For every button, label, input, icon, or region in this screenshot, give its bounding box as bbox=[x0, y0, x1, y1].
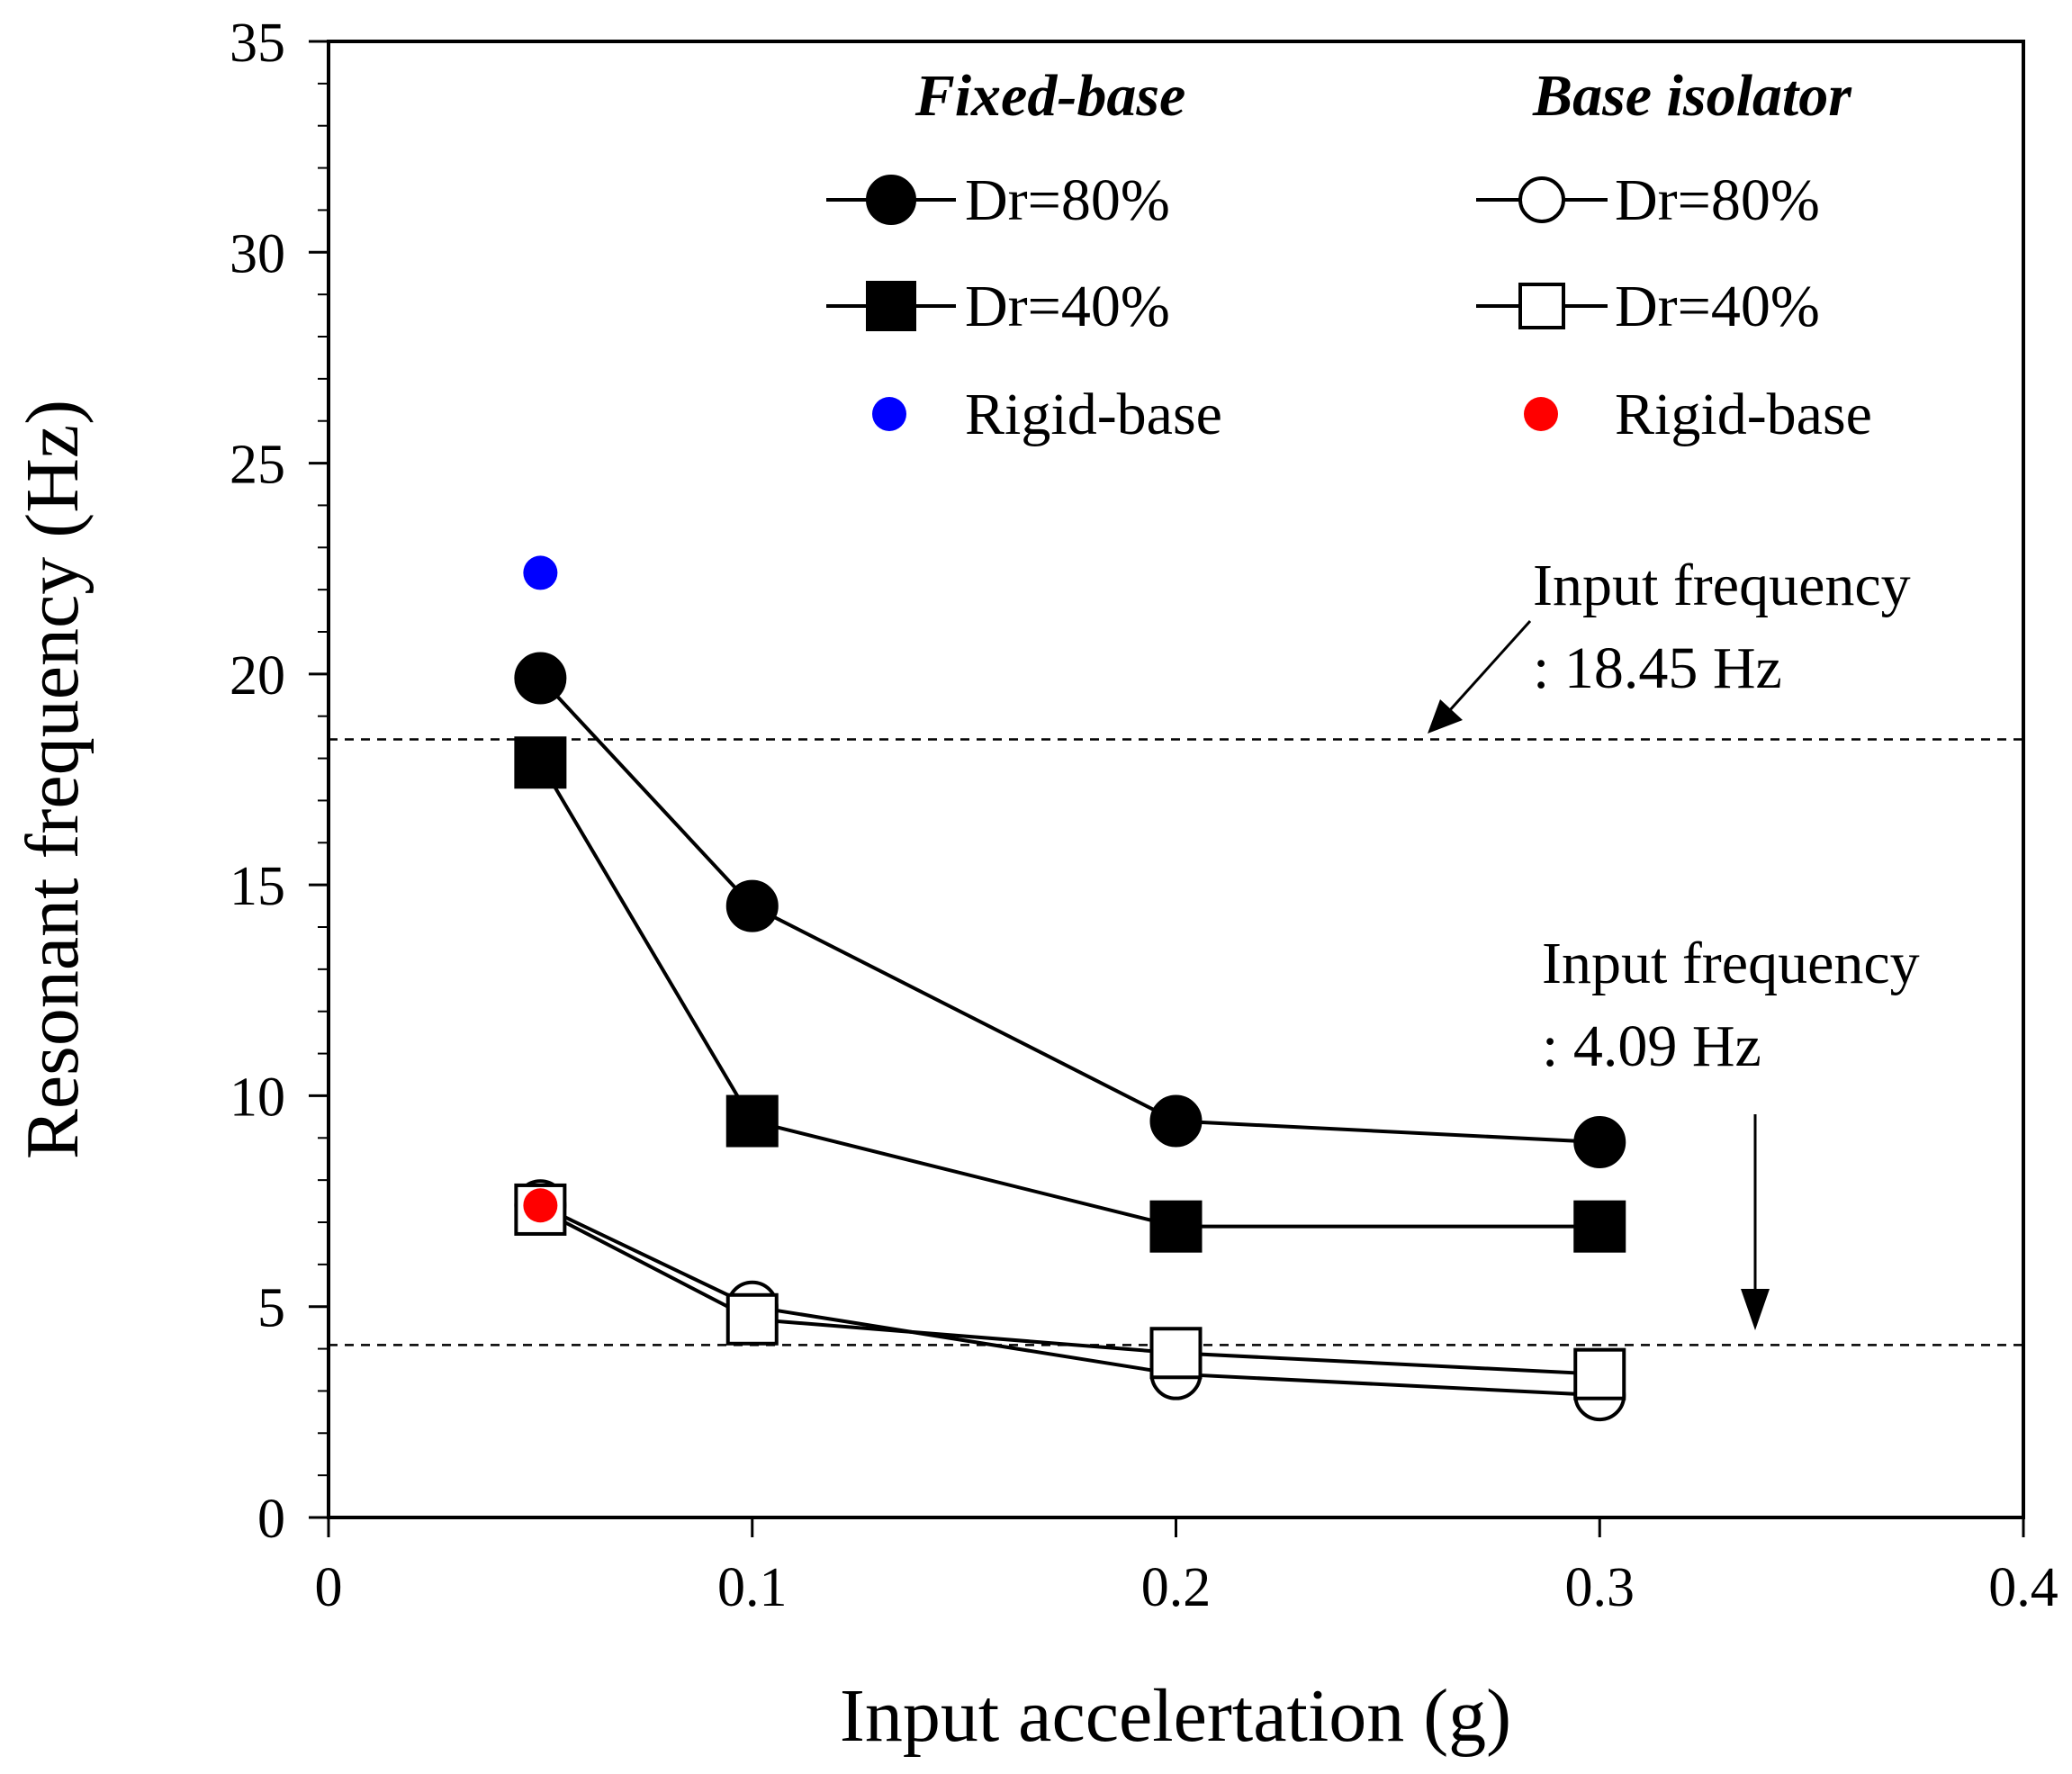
x-axis-title: Input accelertation (g) bbox=[840, 1674, 1511, 1758]
data-point bbox=[1573, 1115, 1626, 1168]
data-point bbox=[514, 652, 567, 705]
annotation-input-frequency-low: Input frequency : 4.09 Hz bbox=[1542, 931, 1920, 1330]
plot-frame bbox=[327, 40, 2025, 1519]
y-tick-label: 30 bbox=[230, 223, 285, 284]
x-tick-label: 0.1 bbox=[717, 1557, 788, 1618]
legend-marker-fixed-rigid bbox=[872, 397, 906, 431]
data-point bbox=[725, 1292, 779, 1346]
legend-heading-fixed-base: Fixed-base bbox=[914, 63, 1186, 129]
y-tick-label: 5 bbox=[257, 1278, 285, 1339]
annotation-high-arrowhead bbox=[1428, 699, 1463, 734]
data-point bbox=[514, 736, 567, 789]
legend-heading-base-isolator: Base isolator bbox=[1532, 63, 1852, 129]
legend-label-fixed-rigid: Rigid-base bbox=[965, 382, 1222, 447]
legend-label-isolator-dr80: Dr=80% bbox=[1615, 167, 1820, 233]
y-tick-label: 20 bbox=[230, 645, 285, 707]
annotation-low-line1: Input frequency bbox=[1542, 931, 1920, 996]
series-line bbox=[539, 1203, 1600, 1398]
x-tick-label: 0 bbox=[315, 1557, 343, 1618]
series-line bbox=[538, 677, 1600, 1144]
legend: Fixed-base Base isolator Dr=80% Dr=40% R… bbox=[826, 63, 1872, 447]
annotation-high-line1: Input frequency bbox=[1533, 553, 1911, 618]
series-line bbox=[538, 761, 1600, 1229]
legend-label-isolator-rigid: Rigid-base bbox=[1615, 382, 1872, 447]
legend-label-fixed-dr80: Dr=80% bbox=[965, 167, 1170, 233]
data-point bbox=[1149, 1327, 1203, 1380]
legend-marker-fixed-dr80 bbox=[866, 175, 916, 225]
data-point bbox=[1573, 1200, 1626, 1253]
legend-label-fixed-dr40: Dr=40% bbox=[965, 274, 1170, 339]
y-tick-label: 35 bbox=[230, 13, 285, 74]
legend-marker-isolator-rigid bbox=[1524, 397, 1558, 431]
x-tick-label: 0.2 bbox=[1141, 1557, 1212, 1618]
annotation-high-arrow-shaft bbox=[1447, 619, 1532, 713]
data-point bbox=[1149, 1094, 1203, 1148]
annotation-high-line2: : 18.45 Hz bbox=[1533, 635, 1782, 701]
data-point bbox=[1149, 1200, 1203, 1253]
legend-label-isolator-dr40: Dr=40% bbox=[1615, 274, 1820, 339]
data-point bbox=[725, 879, 779, 932]
annotation-low-arrowhead bbox=[1741, 1289, 1770, 1330]
legend-marker-isolator-dr40 bbox=[1518, 283, 1565, 329]
data-point bbox=[523, 555, 558, 590]
y-tick-label: 10 bbox=[230, 1067, 285, 1128]
series-line bbox=[539, 1208, 1600, 1376]
data-point bbox=[1573, 1347, 1626, 1400]
annotation-input-frequency-high: Input frequency : 18.45 Hz bbox=[1428, 553, 1911, 734]
annotation-low-line2: : 4.09 Hz bbox=[1542, 1013, 1761, 1079]
y-tick-label: 15 bbox=[230, 856, 285, 917]
data-point bbox=[523, 1188, 558, 1223]
legend-marker-fixed-dr40 bbox=[866, 281, 916, 331]
y-tick-label: 0 bbox=[257, 1489, 285, 1550]
y-axis-title: Resonant frequency (Hz) bbox=[11, 400, 95, 1159]
data-point bbox=[725, 1094, 779, 1148]
x-tick-label: 0.3 bbox=[1565, 1557, 1635, 1618]
x-tick-label: 0.4 bbox=[1988, 1557, 2058, 1618]
y-tick-label: 25 bbox=[230, 435, 285, 496]
legend-marker-isolator-dr80 bbox=[1518, 176, 1565, 223]
